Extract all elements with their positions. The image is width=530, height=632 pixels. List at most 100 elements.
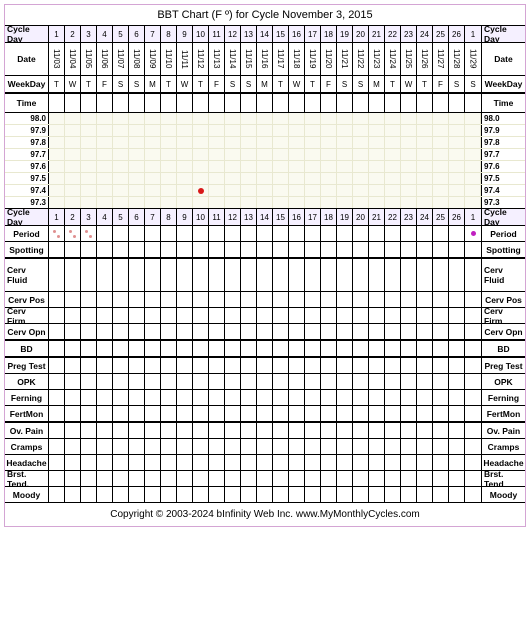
day-cell: 11 [209,209,225,225]
temp-cell [369,149,385,160]
day-cell [65,487,81,502]
day-cell [161,226,177,241]
day-cell [353,374,369,389]
day-cell [225,324,241,339]
day-cell: 10 [193,26,209,42]
day-cell [369,324,385,339]
temp-cell [321,137,337,148]
day-cell [241,390,257,405]
temp-cell [193,197,209,208]
day-cell [145,292,161,307]
day-cell [177,292,193,307]
row-temp: 97.597.5 [5,173,525,185]
temp-cell [433,149,449,160]
day-cell: 17 [305,26,321,42]
day-cell [241,439,257,454]
day-cell [305,406,321,421]
day-cell [433,226,449,241]
day-cell [305,324,321,339]
day-cell [65,390,81,405]
temp-cell [353,113,369,124]
day-cell [241,358,257,373]
temp-cell [161,149,177,160]
temp-cell [193,161,209,172]
temp-cell [193,113,209,124]
day-cell [273,324,289,339]
day-cell [305,242,321,257]
day-cell [81,455,97,470]
day-cell [209,455,225,470]
day-cell: 11/10 [161,43,177,75]
day-cell [145,226,161,241]
day-cell [273,242,289,257]
row-cervopn: Cerv Opn Cerv Opn [5,324,525,341]
day-cell [449,487,465,502]
temp-cell [161,161,177,172]
day-cell [433,390,449,405]
label-headache-r: Headache [481,455,525,470]
day-cell [257,242,273,257]
day-cell: 23 [401,26,417,42]
day-cell: 5 [113,209,129,225]
day-cell [273,471,289,486]
day-cell [65,292,81,307]
day-cell [433,455,449,470]
day-cell [289,242,305,257]
day-cell [273,94,289,112]
row-cycleday-top: Cycle Day 123456789101112131415161718192… [5,25,525,43]
day-cell [305,259,321,291]
day-cell [209,439,225,454]
day-cell [145,455,161,470]
label-bd-r: BD [481,341,525,356]
day-cell [449,94,465,112]
label-headache: Headache [5,455,49,470]
day-cell [65,324,81,339]
day-cell [289,406,305,421]
day-cell [113,374,129,389]
temp-cell [417,185,433,196]
day-cell [81,308,97,323]
period-mark [53,230,60,238]
temp-cell [417,161,433,172]
day-cell [433,423,449,438]
day-cell [81,423,97,438]
temp-cell [337,161,353,172]
day-cell [97,374,113,389]
label-cycleday-br: Cycle Day [481,209,525,225]
day-cell: 26 [449,26,465,42]
label-period-r: Period [481,226,525,241]
day-cell [417,259,433,291]
day-cell [65,358,81,373]
day-cell [289,390,305,405]
day-cell [113,259,129,291]
day-cell [193,439,209,454]
temp-cell [257,113,273,124]
day-cell: S [337,76,353,92]
day-cell [353,242,369,257]
day-cell [321,406,337,421]
day-cell [113,406,129,421]
period-end-dot [471,231,476,236]
day-cell [465,292,481,307]
day-cell [289,358,305,373]
day-cell: F [97,76,113,92]
day-cell [177,341,193,356]
day-cell [177,406,193,421]
day-cell [321,259,337,291]
day-cell [449,423,465,438]
temp-cell [353,137,369,148]
temp-label-left: 97.4 [5,185,49,196]
row-cervfirm: Cerv Firm Cerv Firm [5,308,525,324]
pregtest-cells [49,358,481,373]
day-cell: 16 [289,209,305,225]
day-cell [97,487,113,502]
temp-cell [401,185,417,196]
day-cell [241,341,257,356]
temp-cell [305,149,321,160]
day-cell [177,374,193,389]
day-cell [257,226,273,241]
day-cell [289,308,305,323]
day-cell [385,341,401,356]
temp-cell [209,197,225,208]
day-cell [241,406,257,421]
